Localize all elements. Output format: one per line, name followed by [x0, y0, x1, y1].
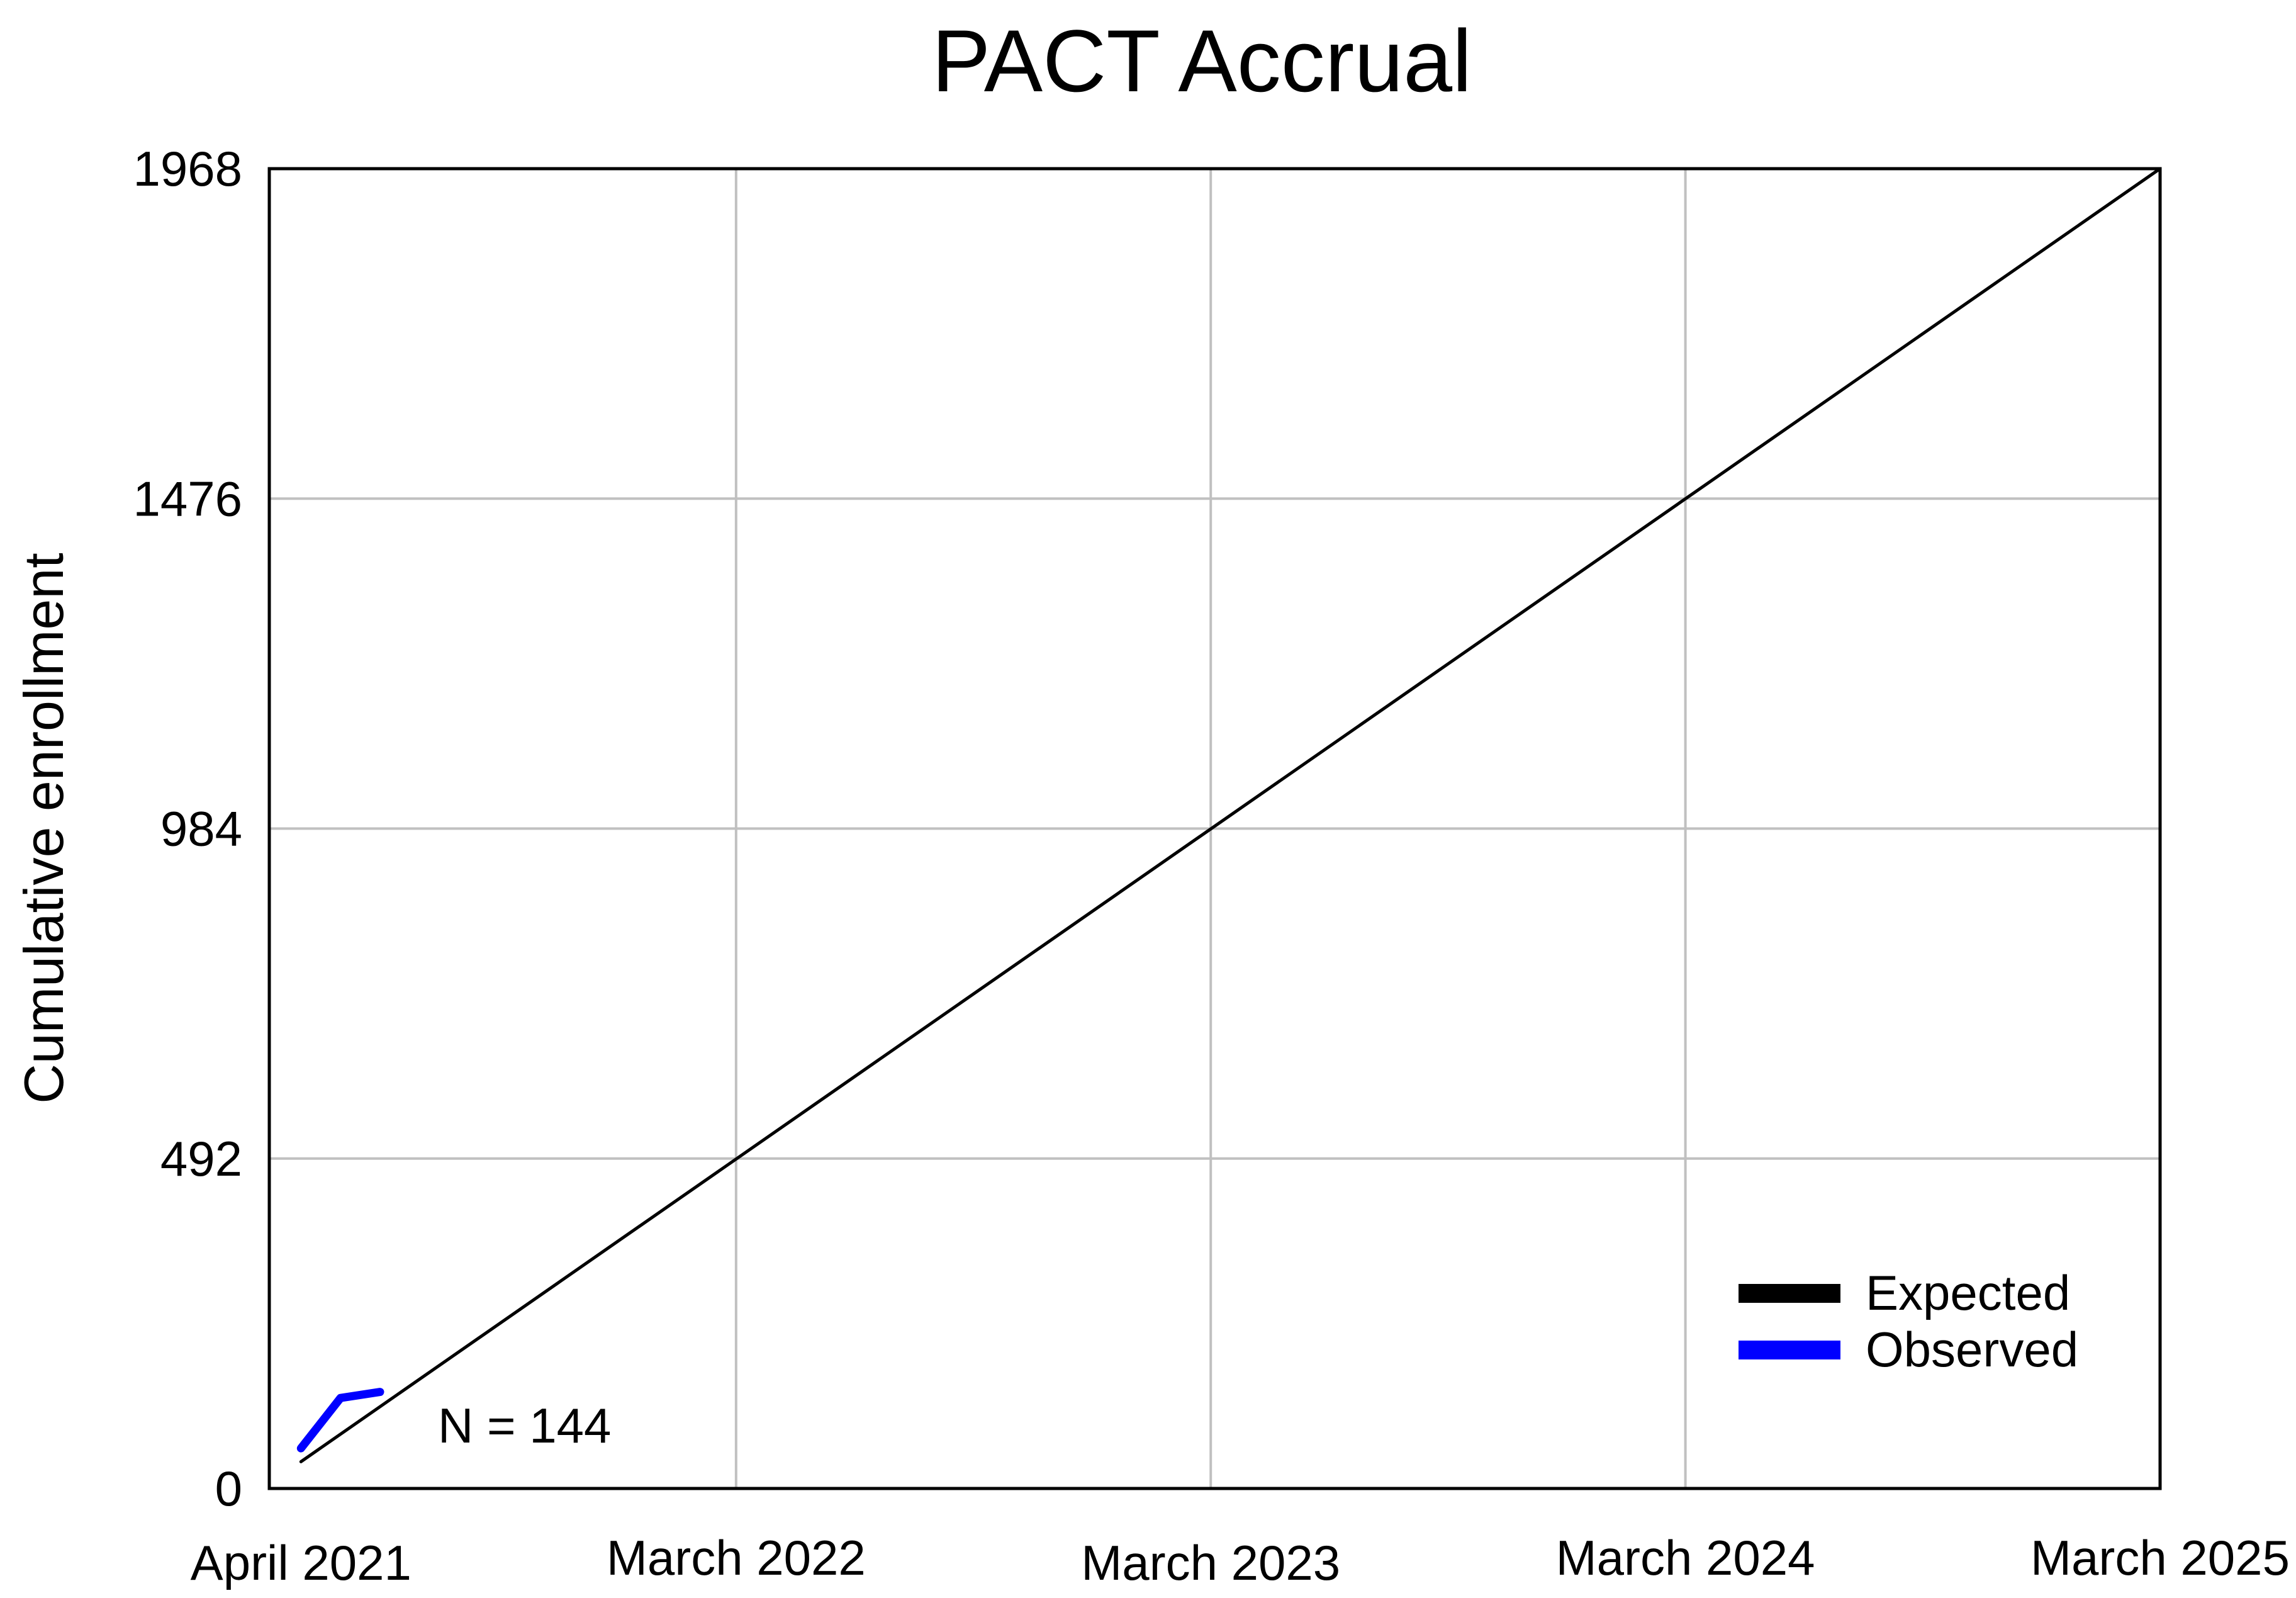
series-line-expected — [299, 167, 2162, 1463]
x-tick-label: March 2025 — [2030, 1530, 2290, 1585]
legend-label-observed: Observed — [1866, 1322, 2078, 1377]
sample-size-annotation: N = 144 — [438, 1398, 611, 1453]
x-tick-label: March 2024 — [1556, 1530, 1815, 1585]
y-tick-label: 1968 — [133, 141, 242, 196]
series-line-observed — [296, 1388, 384, 1453]
y-tick-label: 984 — [160, 801, 242, 857]
chart-title: PACT Accrual — [932, 11, 1472, 110]
y-tick-label: 0 — [215, 1461, 242, 1516]
y-tick-label: 492 — [160, 1131, 242, 1186]
x-tick-label: March 2023 — [1081, 1535, 1340, 1590]
series-layer — [296, 167, 2162, 1463]
y-axis-label: Cumulative enrollment — [13, 553, 75, 1104]
legend-label-expected: Expected — [1866, 1265, 2070, 1320]
legend: Expected Observed — [1739, 1265, 2078, 1377]
plot-frame — [267, 167, 2162, 1490]
x-tick-label: March 2022 — [607, 1530, 866, 1585]
tick-layer: April 2021 March 2022 March 2023 March 2024… — [133, 141, 2289, 1590]
y-tick-label: 1476 — [133, 471, 242, 526]
x-tick-label: April 2021 — [191, 1535, 412, 1590]
